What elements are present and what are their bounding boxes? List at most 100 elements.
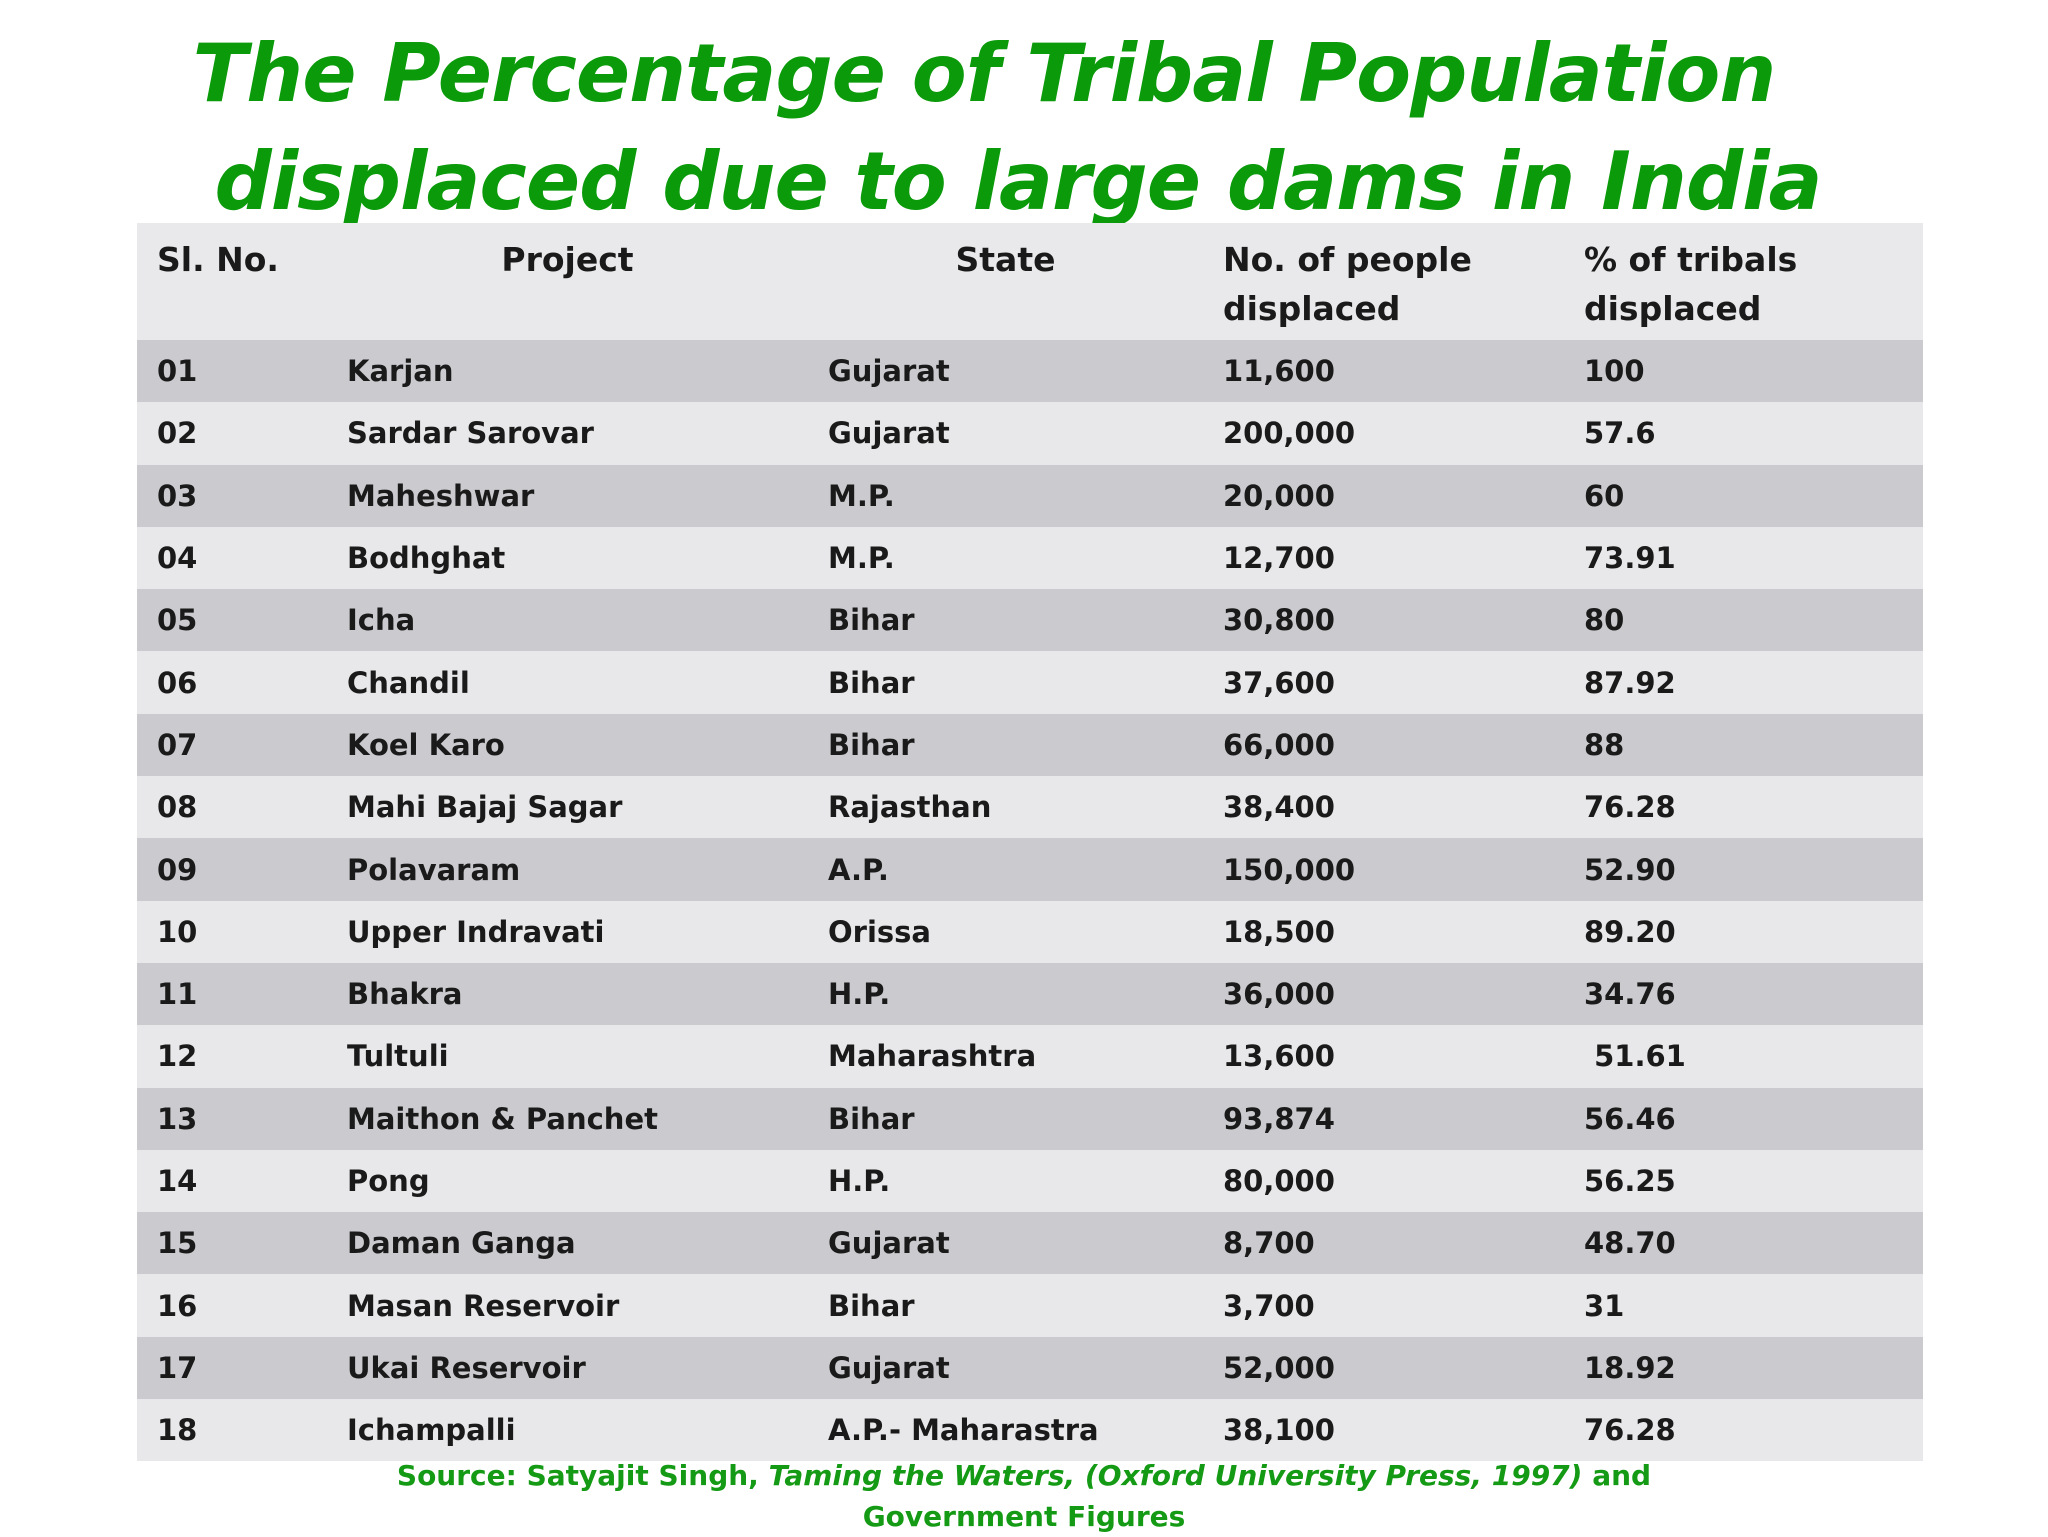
- dams-displacement-table: Sl. No. Project State No. of people disp…: [137, 223, 1923, 1462]
- cell-percent-tribals: 76.28: [1584, 790, 1676, 825]
- table-row: 07 Koel Karo Bihar 66,000 88: [137, 713, 1923, 777]
- cell-project: Daman Ganga: [347, 1226, 576, 1261]
- cell-percent-tribals: 56.25: [1584, 1164, 1676, 1198]
- cell-sl-no: 02: [157, 416, 198, 451]
- table-header-row: Sl. No. Project State No. of people disp…: [137, 223, 1923, 340]
- header-state: State: [955, 240, 1056, 279]
- cell-sl-no: 01: [157, 354, 198, 389]
- cell-state: M.P.: [828, 541, 895, 576]
- cell-people-displaced: 11,600: [1223, 354, 1335, 389]
- table-row: 08 Mahi Bajaj Sagar Rajasthan 38,400 76.28: [137, 776, 1923, 839]
- table-row: 06 Chandil Bihar 37,600 87.92: [137, 651, 1923, 714]
- cell-percent-tribals: 76.28: [1584, 1413, 1676, 1448]
- cell-state: Orissa: [828, 914, 931, 949]
- cell-project: Polavaram: [347, 852, 521, 887]
- cell-state: M.P.: [828, 478, 895, 513]
- cell-percent-tribals: 100: [1584, 354, 1645, 389]
- cell-state: Bihar: [828, 665, 915, 700]
- cell-project: Bhakra: [347, 977, 463, 1012]
- cell-percent-tribals: 80: [1584, 603, 1625, 638]
- cell-sl-no: 11: [157, 977, 198, 1012]
- cell-project: Karjan: [347, 354, 454, 389]
- source-line-2: Government Figures: [862, 1500, 1186, 1533]
- cell-people-displaced: 80,000: [1223, 1164, 1335, 1198]
- cell-sl-no: 08: [157, 790, 198, 825]
- table-row: 04 Bodhghat M.P. 12,700 73.91: [137, 526, 1923, 590]
- cell-sl-no: 03: [157, 478, 198, 513]
- header-percent-tribals: % of tribals displaced: [1564, 223, 1923, 340]
- cell-people-displaced: 52,000: [1223, 1350, 1335, 1385]
- header-percent-tribals-line2: displaced: [1584, 289, 1762, 328]
- table-row: 11 Bhakra H.P. 36,000 34.76: [137, 962, 1923, 1026]
- cell-sl-no: 12: [157, 1039, 198, 1074]
- cell-people-displaced: 150,000: [1223, 852, 1356, 887]
- header-people-displaced-line1: No. of people: [1223, 240, 1472, 279]
- cell-people-displaced: 66,000: [1223, 727, 1335, 762]
- cell-project: Upper Indravati: [347, 914, 605, 949]
- cell-state: A.P.: [828, 852, 889, 887]
- table-row: 09 Polavaram A.P. 150,000 52.90: [137, 838, 1923, 901]
- cell-people-displaced: 3,700: [1223, 1288, 1315, 1323]
- page-title: The Percentage of Tribal Population disp…: [0, 20, 2048, 236]
- cell-percent-tribals: 52.90: [1584, 852, 1676, 887]
- table-row: 02 Sardar Sarovar Gujarat 200,000 57.6: [137, 402, 1923, 465]
- cell-sl-no: 16: [157, 1288, 198, 1323]
- table-row: 18 Ichampalli A.P.- Maharastra 38,100 76.28: [137, 1399, 1923, 1462]
- header-percent-tribals-line1: % of tribals: [1584, 240, 1798, 279]
- cell-state: Gujarat: [828, 416, 950, 451]
- header-people-displaced-line2: displaced: [1223, 289, 1401, 328]
- cell-people-displaced: 36,000: [1223, 977, 1335, 1012]
- table-row: 14 Pong H.P. 80,000 56.25: [137, 1149, 1923, 1213]
- source-prefix: Source: Satyajit Singh,: [396, 1459, 769, 1492]
- cell-project: Masan Reservoir: [347, 1288, 620, 1323]
- cell-percent-tribals: 73.91: [1584, 541, 1676, 576]
- cell-sl-no: 14: [157, 1164, 198, 1198]
- table-row: 01 Karjan Gujarat 11,600 100: [137, 340, 1923, 403]
- table-row: 05 Icha Bihar 30,800 80: [137, 589, 1923, 652]
- cell-state: Bihar: [828, 727, 915, 762]
- data-table-container: Sl. No. Project State No. of people disp…: [137, 223, 1923, 1462]
- cell-project: Maheshwar: [347, 478, 535, 513]
- table-row: 10 Upper Indravati Orissa 18,500 89.20: [137, 900, 1923, 963]
- source-citation: Source: Satyajit Singh, Taming the Water…: [0, 1455, 2048, 1537]
- source-line-1: Source: Satyajit Singh, Taming the Water…: [0, 1455, 2048, 1496]
- cell-percent-tribals: 18.92: [1584, 1350, 1676, 1385]
- cell-state: H.P.: [828, 1164, 891, 1198]
- table-header: Sl. No. Project State No. of people disp…: [137, 223, 1923, 340]
- source-suffix: and: [1582, 1459, 1652, 1492]
- cell-state: Bihar: [828, 603, 915, 638]
- title-line-1: The Percentage of Tribal Population: [192, 27, 1777, 120]
- cell-sl-no: 13: [157, 1101, 198, 1136]
- cell-sl-no: 18: [157, 1413, 198, 1448]
- cell-sl-no: 09: [157, 852, 198, 887]
- cell-project: Tultuli: [347, 1039, 449, 1074]
- cell-project: Icha: [347, 603, 416, 638]
- table-row: 17 Ukai Reservoir Gujarat 52,000 18.92: [137, 1336, 1923, 1400]
- cell-project: Pong: [347, 1164, 430, 1198]
- cell-project: Maithon & Panchet: [347, 1101, 658, 1136]
- cell-people-displaced: 13,600: [1223, 1039, 1335, 1074]
- cell-project: Sardar Sarovar: [347, 416, 594, 451]
- cell-percent-tribals: 34.76: [1584, 977, 1676, 1012]
- cell-sl-no: 07: [157, 727, 198, 762]
- cell-people-displaced: 38,100: [1223, 1413, 1335, 1448]
- header-people-displaced: No. of people displaced: [1203, 223, 1564, 340]
- table-row: 03 Maheshwar M.P. 20,000 60: [137, 464, 1923, 527]
- cell-percent-tribals: 57.6: [1584, 416, 1656, 451]
- cell-state: Bihar: [828, 1101, 915, 1136]
- table-row: 12 Tultuli Maharashtra 13,600 51.61: [137, 1025, 1923, 1088]
- cell-people-displaced: 18,500: [1223, 914, 1335, 949]
- cell-project: Ukai Reservoir: [347, 1350, 586, 1385]
- table-row: 16 Masan Reservoir Bihar 3,700 31: [137, 1274, 1923, 1337]
- header-project: Project: [501, 240, 634, 279]
- cell-people-displaced: 20,000: [1223, 478, 1335, 513]
- cell-sl-no: 06: [157, 665, 198, 700]
- table-row: 13 Maithon & Panchet Bihar 93,874 56.46: [137, 1087, 1923, 1150]
- cell-project: Koel Karo: [347, 727, 505, 762]
- cell-people-displaced: 93,874: [1223, 1101, 1335, 1136]
- cell-people-displaced: 37,600: [1223, 665, 1335, 700]
- cell-people-displaced: 30,800: [1223, 603, 1335, 638]
- cell-sl-no: 15: [157, 1226, 198, 1261]
- cell-state: H.P.: [828, 977, 891, 1012]
- cell-state: Maharashtra: [828, 1039, 1037, 1074]
